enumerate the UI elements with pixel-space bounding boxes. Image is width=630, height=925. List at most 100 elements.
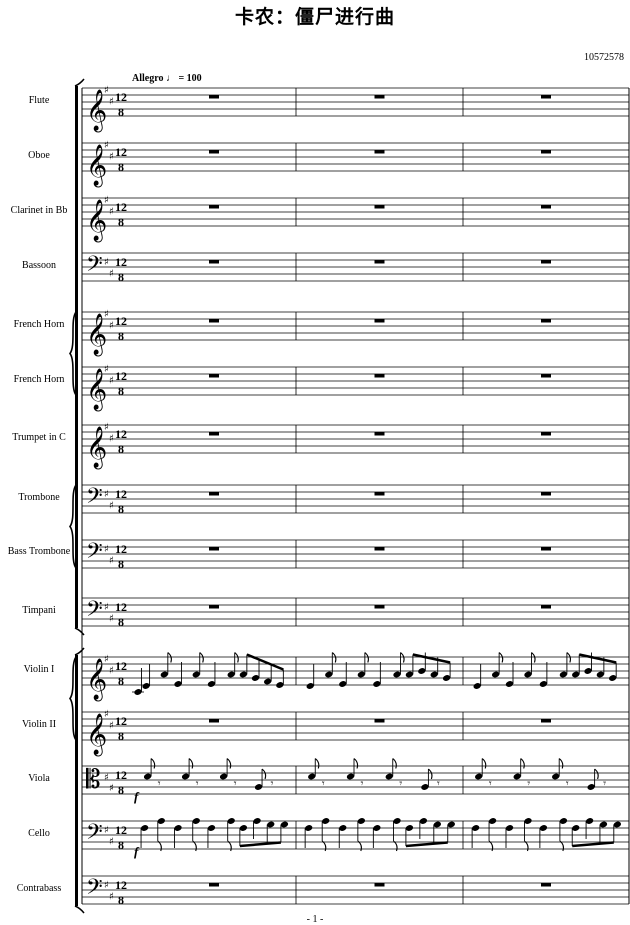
eighth-rest-icon: 𝄾 — [437, 777, 440, 790]
whole-rest — [374, 205, 385, 209]
cello-note — [174, 825, 182, 831]
cello-note — [207, 825, 216, 831]
whole-rest — [374, 605, 385, 609]
time-signature-lower: 8 — [118, 442, 124, 456]
violin1-note — [473, 683, 481, 689]
time-signature-lower: 8 — [118, 838, 124, 852]
cello-beamed-note — [433, 821, 441, 828]
sharp-icon: ♯ — [109, 837, 114, 848]
viola-note — [587, 784, 595, 790]
time-signature-upper: 12 — [115, 768, 127, 782]
time-signature-upper: 12 — [115, 314, 127, 328]
tempo-text: Allegro — [132, 73, 164, 84]
violin1-beamed-note — [251, 675, 260, 681]
whole-rest — [209, 492, 219, 496]
horn-brace — [69, 311, 77, 396]
violin1-beamed-note — [572, 671, 580, 678]
cello-note — [227, 818, 235, 824]
viola-note — [308, 773, 316, 780]
winds-bracket-top — [74, 78, 85, 87]
violin1-note — [142, 683, 150, 689]
strings-bracket-top — [74, 647, 85, 656]
eighth-rest-icon: 𝄾 — [196, 777, 199, 790]
flag — [199, 652, 204, 663]
whole-rest — [541, 150, 551, 154]
sharp-icon: ♯ — [104, 422, 109, 433]
whole-rest — [209, 95, 219, 99]
whole-rest — [209, 432, 219, 436]
label-trombone: Trombone — [18, 492, 60, 503]
cello-note — [559, 818, 568, 824]
time-signature-upper: 12 — [115, 823, 127, 837]
eighth-rest-icon: 𝄾 — [566, 777, 569, 790]
cello-note — [524, 818, 532, 824]
violin1-beamed-note — [442, 675, 451, 681]
tempo-marking: Allegro ♩ = 100 — [132, 73, 202, 84]
violin1-note — [339, 681, 347, 687]
eighth-rest-icon: 𝄾 — [322, 777, 325, 790]
sharp-icon: ♯ — [104, 85, 109, 96]
eighth-rest-icon: 𝄾 — [234, 777, 237, 790]
viola-note — [513, 773, 521, 780]
violin1-note — [539, 681, 548, 687]
violin1-note — [306, 683, 314, 689]
whole-rest — [541, 605, 551, 609]
label-flute: Flute — [28, 95, 50, 106]
time-signature-lower: 8 — [118, 783, 124, 797]
whole-rest — [541, 319, 551, 323]
winds-bracket — [75, 86, 78, 628]
sharp-icon: ♯ — [104, 709, 109, 720]
eighth-rest-icon: 𝄾 — [527, 777, 530, 790]
whole-rest — [209, 205, 219, 209]
violin1-beamed-note — [405, 671, 414, 678]
violin1-note — [192, 671, 200, 678]
treble-clef-icon: 𝄞 — [86, 426, 107, 469]
cello-beamed-note — [585, 818, 594, 824]
whole-rest — [374, 719, 385, 723]
treble-clef-icon: 𝄞 — [86, 313, 107, 356]
whole-rest — [374, 547, 385, 551]
sharp-icon: ♯ — [109, 614, 114, 625]
beam — [246, 653, 284, 671]
time-signature-upper: 12 — [115, 369, 127, 383]
cello-beamed-note — [405, 825, 414, 831]
sharp-icon: ♯ — [104, 364, 109, 375]
cello-beamed-note — [572, 825, 580, 831]
flag — [192, 840, 197, 852]
violin1-note — [524, 671, 532, 678]
cello-beamed-note — [447, 821, 455, 828]
tempo-bpm: = 100 — [178, 73, 202, 84]
time-signature-lower: 8 — [118, 729, 124, 743]
flag — [524, 840, 529, 852]
sharp-icon: ♯ — [109, 152, 114, 163]
time-signature-lower: 8 — [118, 502, 124, 516]
cello-note — [471, 825, 480, 831]
whole-rest — [209, 260, 219, 264]
cello-note — [393, 818, 401, 824]
time-signature-upper: 12 — [115, 600, 127, 614]
flag — [498, 652, 504, 663]
whole-rest — [541, 432, 551, 436]
winds-bracket-bottom — [74, 627, 85, 636]
beam — [412, 653, 451, 664]
treble-clef-icon: 𝄞 — [86, 713, 107, 756]
time-signature-lower: 8 — [118, 674, 124, 688]
flag — [353, 758, 359, 769]
whole-rest — [374, 374, 385, 378]
time-signature-lower: 8 — [118, 615, 124, 629]
flag — [357, 840, 362, 852]
violin1-note — [174, 681, 182, 687]
page-number: - 1 - — [306, 914, 324, 925]
cello-note — [140, 825, 149, 831]
violin-brace — [69, 656, 77, 741]
bass-clef-icon: 𝄢 — [86, 539, 103, 569]
violin1-beamed-note — [430, 671, 438, 678]
sharp-icon: ♯ — [104, 544, 109, 555]
time-signature-lower: 8 — [118, 557, 124, 571]
whole-rest — [374, 150, 385, 154]
flag — [481, 758, 487, 769]
time-signature-lower: 8 — [118, 215, 124, 229]
sharp-icon: ♯ — [104, 257, 109, 268]
cello-beamed-note — [613, 821, 621, 828]
flag — [531, 652, 536, 663]
